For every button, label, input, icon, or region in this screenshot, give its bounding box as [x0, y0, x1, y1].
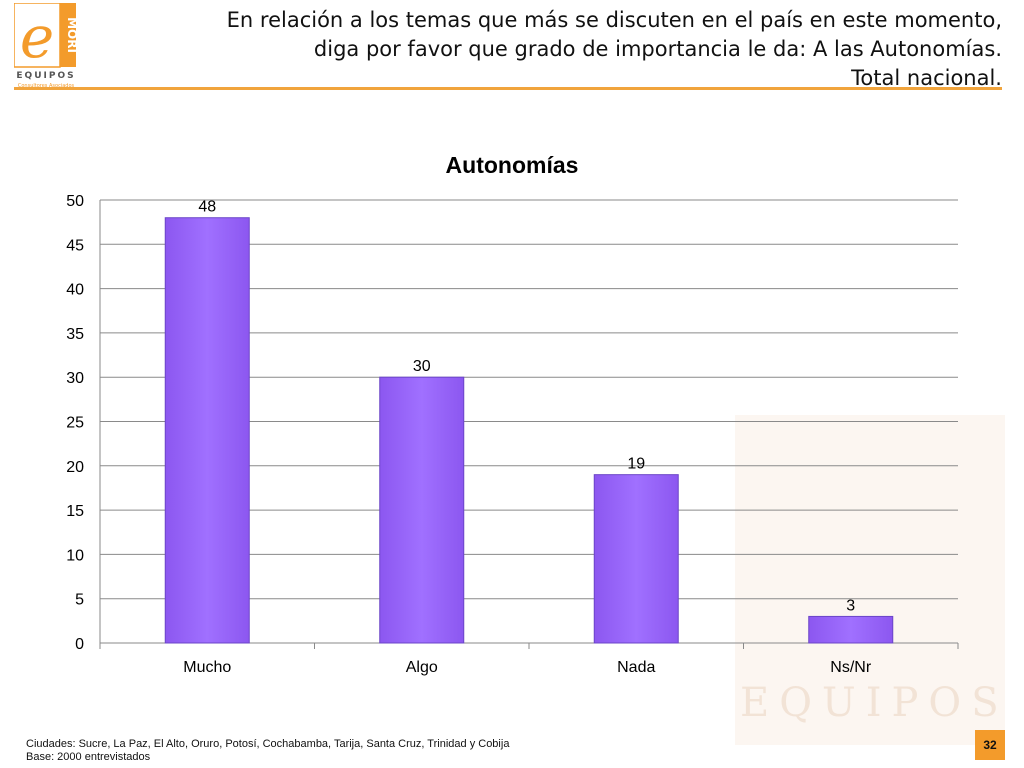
y-tick-label: 30 [66, 370, 84, 387]
y-tick-label: 15 [66, 503, 84, 520]
y-tick-label: 40 [66, 282, 84, 299]
y-tick-label: 10 [66, 547, 84, 564]
data-label: 19 [627, 456, 645, 473]
bar-chart: Autonomías 0 5 10 15 20 25 30 35 40 45 50 48 Mucho 30 A… [66, 152, 959, 676]
y-tick-label: 20 [66, 459, 84, 476]
data-label: 30 [413, 358, 431, 375]
bar-ns-nr [808, 615, 894, 644]
footer-base: Base: 2000 entrevistados [26, 751, 151, 763]
page-number: 32 [975, 730, 1005, 760]
data-label: 48 [198, 199, 216, 216]
y-tick-label: 50 [66, 193, 84, 210]
bar-nada [593, 474, 679, 644]
y-tick-label: 25 [66, 415, 84, 432]
equipos-mori-logo: e MORI EQUIPOS Consultores Asociados [14, 3, 78, 89]
bar-mucho [164, 217, 250, 644]
y-tick-label: 45 [66, 237, 84, 254]
footer-notes: Ciudades: Sucre, La Paz, El Alto, Oruro,… [26, 738, 509, 764]
x-tick-label: Algo [406, 659, 438, 676]
slide-title-line-2: diga por favor que grado de importancia … [313, 37, 1002, 61]
slide-title-line-3: Total nacional. [851, 66, 1002, 90]
x-tick-label: Nada [617, 659, 655, 676]
chart-title: Autonomías [446, 152, 579, 178]
slide-title-line-1: En relación a los temas que más se discu… [226, 8, 1002, 32]
background-watermark [735, 415, 1005, 745]
x-tick-label: Ns/Nr [830, 659, 872, 676]
svg-text:e: e [20, 3, 54, 71]
y-tick-label: 5 [75, 592, 84, 609]
y-tick-label: 0 [75, 636, 84, 653]
logo-tagline: Consultores Asociados [18, 83, 75, 89]
slide-title: En relación a los temas que más se discu… [102, 6, 1002, 93]
title-divider [14, 87, 1002, 90]
footer-cities: Ciudades: Sucre, La Paz, El Alto, Oruro,… [26, 738, 510, 750]
y-tick-label: 35 [66, 326, 84, 343]
logo-brand-bottom: EQUIPOS [16, 71, 75, 81]
watermark-text: EQUIPOS [740, 680, 1009, 726]
x-tick-label: Mucho [183, 659, 231, 676]
bar-algo [379, 376, 465, 644]
data-label: 3 [846, 597, 855, 614]
logo-brand-top: MORI [65, 17, 78, 53]
